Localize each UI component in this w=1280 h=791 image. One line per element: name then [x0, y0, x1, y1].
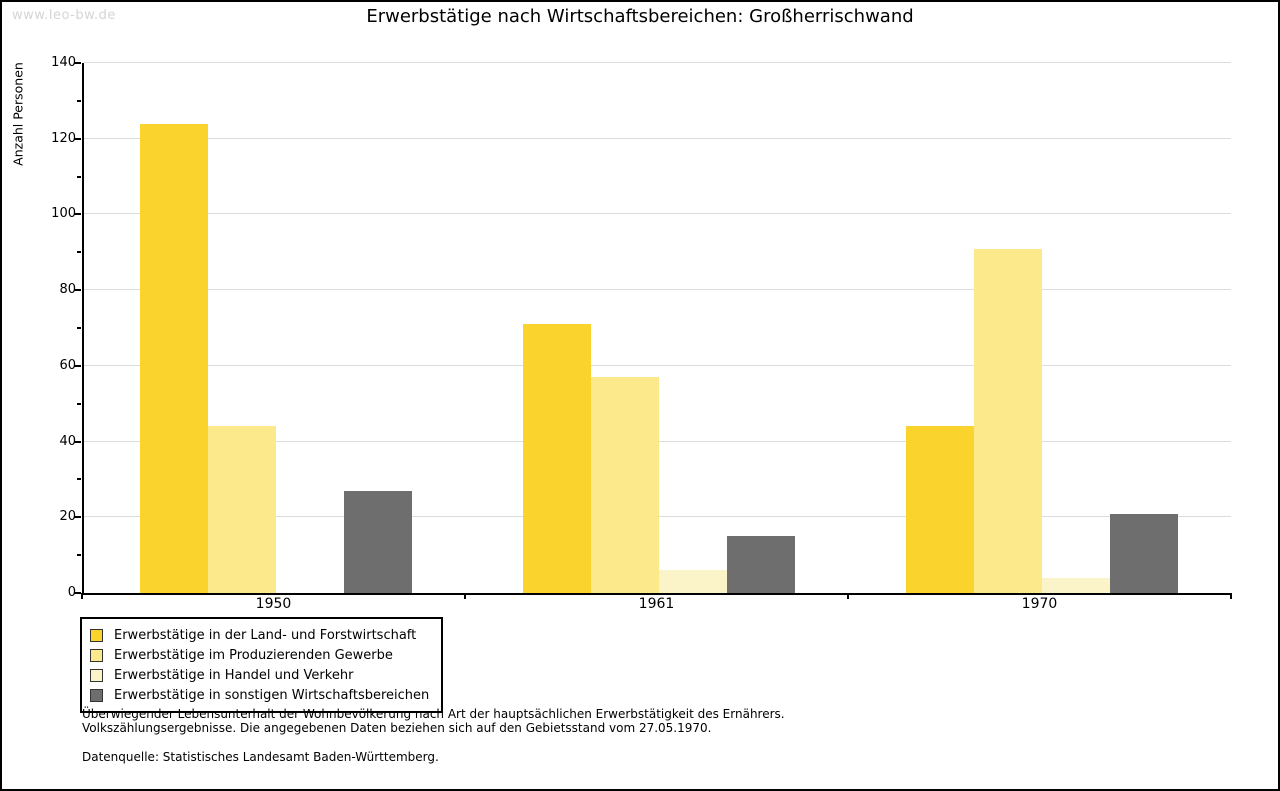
y-axis-tick: [77, 175, 81, 178]
plot-area: [82, 62, 1231, 595]
y-axis-tick: [77, 327, 81, 329]
y-axis-tick-label: 140: [51, 55, 76, 70]
y-axis-tick: [74, 592, 81, 594]
bar: [905, 426, 974, 593]
legend-item: Erwerbstätige im Produzierenden Gewerbe: [90, 645, 429, 665]
x-axis-tick: [81, 593, 83, 599]
y-axis-tick: [77, 402, 81, 405]
footnote: Überwiegender Lebensunterhalt der Wohnbe…: [82, 707, 785, 735]
legend-swatch: [90, 628, 103, 642]
y-axis-tick-label: 60: [59, 357, 76, 373]
y-axis-tick: [74, 516, 81, 519]
legend-swatch: [90, 668, 103, 682]
watermark: www.leo-bw.de: [12, 8, 116, 23]
y-axis-tick: [77, 478, 81, 481]
x-axis-category-label: 1950: [255, 596, 292, 612]
y-axis-tick: [74, 62, 81, 64]
bar: [139, 123, 208, 593]
legend: Erwerbstätige in der Land- und Forstwirt…: [80, 617, 444, 713]
y-axis-tick: [77, 251, 81, 254]
x-axis-category-label: 1970: [1021, 596, 1058, 612]
y-axis-tick: [77, 99, 81, 102]
y-axis-label: Anzahl Personen: [10, 62, 26, 166]
gridline: [84, 137, 1231, 139]
bar: [207, 426, 276, 593]
gridline: [84, 289, 1231, 291]
bar: [726, 536, 795, 593]
legend-item: Erwerbstätige in Handel und Verkehr: [90, 665, 429, 685]
x-axis-tick: [1230, 593, 1232, 599]
data-source: Datenquelle: Statistisches Landesamt Bad…: [82, 750, 439, 764]
x-axis-tick: [464, 593, 466, 599]
legend-label: Erwerbstätige im Produzierenden Gewerbe: [114, 647, 393, 663]
y-axis-tick-label: 0: [67, 585, 76, 600]
y-axis-tick: [74, 137, 81, 140]
y-axis-tick-label: 120: [51, 130, 76, 146]
y-axis-tick: [77, 554, 81, 557]
legend-swatch: [90, 688, 103, 702]
y-axis-tick-label: 80: [59, 282, 76, 298]
bar: [1109, 513, 1178, 593]
y-axis-tick: [74, 364, 81, 367]
bar: [590, 377, 659, 593]
gridline: [84, 364, 1231, 366]
y-axis-tick-label: 40: [59, 433, 76, 449]
footnote-line: Überwiegender Lebensunterhalt der Wohnbe…: [82, 707, 785, 721]
legend-item: Erwerbstätige in der Land- und Forstwirt…: [90, 625, 429, 645]
y-axis-tick-label: 20: [59, 509, 76, 525]
y-axis-tick: [74, 440, 81, 443]
legend-swatch: [90, 648, 103, 662]
bar: [343, 490, 412, 593]
y-axis-tick: [74, 213, 81, 216]
legend-label: Erwerbstätige in sonstigen Wirtschaftsbe…: [114, 687, 430, 703]
bar: [658, 570, 727, 593]
legend-item: Erwerbstätige in sonstigen Wirtschaftsbe…: [90, 685, 429, 705]
bar: [522, 324, 591, 593]
legend-label: Erwerbstätige in Handel und Verkehr: [114, 667, 354, 683]
x-axis-tick: [847, 593, 849, 599]
footnote-line: Volkszählungsergebnisse. Die angegebenen…: [82, 720, 712, 735]
x-axis-category-label: 1961: [638, 596, 675, 612]
y-axis-tick: [74, 289, 81, 292]
gridline: [84, 213, 1231, 215]
gridline: [84, 62, 1231, 63]
bar: [1041, 577, 1110, 593]
legend-label: Erwerbstätige in der Land- und Forstwirt…: [114, 627, 417, 643]
bar: [973, 248, 1042, 593]
chart-title: Erwerbstätige nach Wirtschaftsbereichen:…: [366, 6, 914, 27]
y-axis-tick-label: 100: [51, 206, 76, 222]
